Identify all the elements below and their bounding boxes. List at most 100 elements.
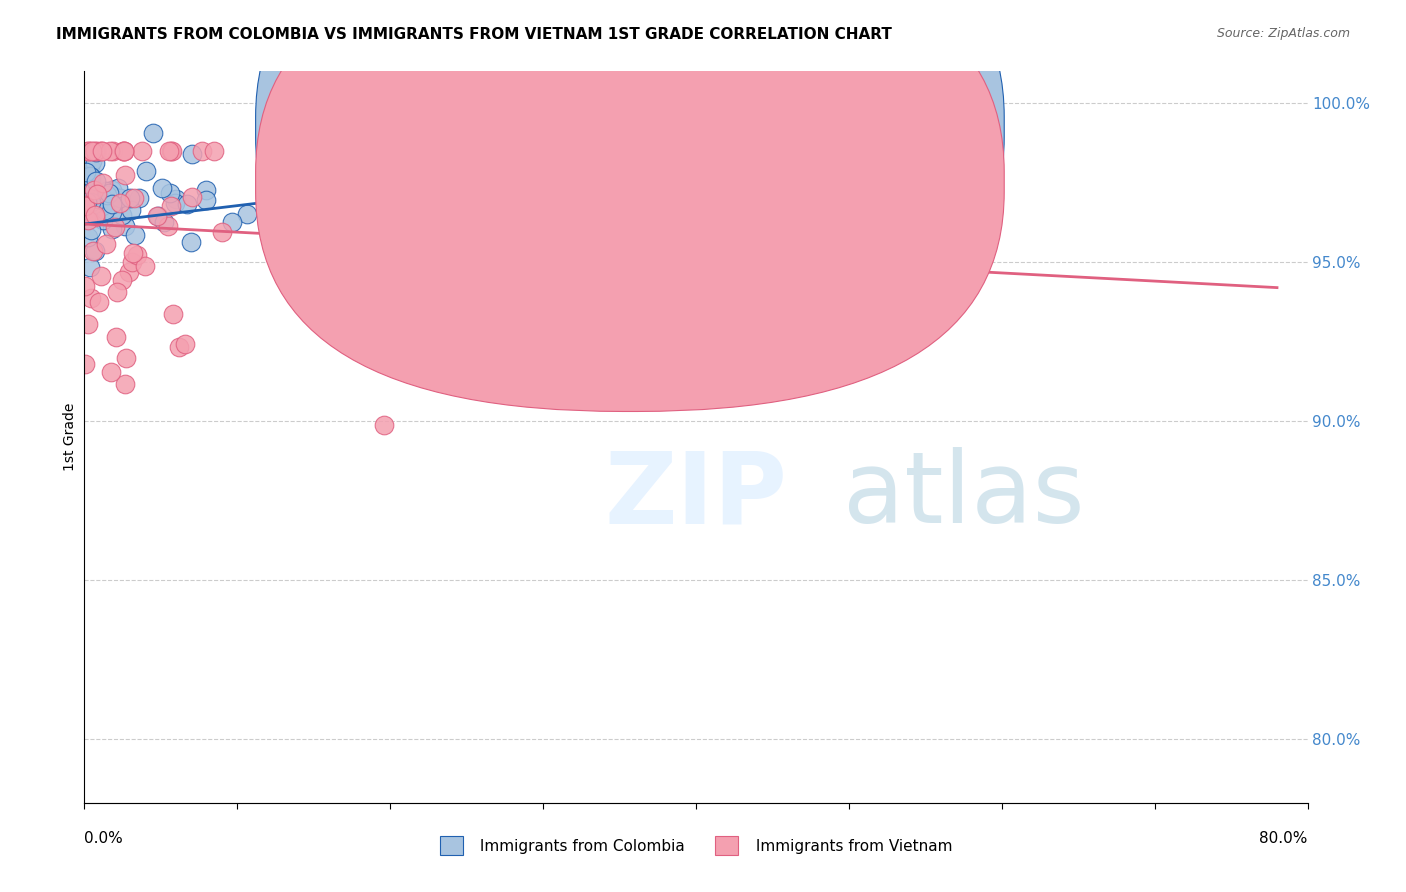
Point bbox=[86, 174, 108, 188]
Point bbox=[91, 213, 114, 227]
Point bbox=[98, 144, 121, 158]
Point bbox=[96, 184, 118, 198]
Point bbox=[153, 215, 176, 229]
Point bbox=[79, 195, 101, 210]
Point bbox=[914, 289, 936, 303]
Point bbox=[368, 152, 391, 166]
Point bbox=[73, 198, 96, 212]
Point bbox=[553, 371, 575, 385]
Point bbox=[87, 206, 110, 220]
Point bbox=[111, 208, 134, 222]
Point bbox=[191, 144, 214, 158]
Point bbox=[75, 195, 97, 210]
Point bbox=[83, 244, 105, 258]
Point bbox=[162, 307, 184, 321]
Point bbox=[322, 161, 344, 176]
Point bbox=[236, 207, 259, 221]
Point bbox=[678, 145, 700, 159]
Point bbox=[160, 144, 183, 158]
Point bbox=[105, 330, 128, 344]
Point bbox=[91, 199, 114, 213]
Text: R = -0.089   N = 74: R = -0.089 N = 74 bbox=[641, 174, 790, 188]
Point bbox=[315, 200, 337, 214]
Text: Source: ZipAtlas.com: Source: ZipAtlas.com bbox=[1216, 27, 1350, 40]
Point bbox=[75, 211, 97, 226]
FancyBboxPatch shape bbox=[605, 108, 972, 225]
Point bbox=[114, 376, 136, 391]
Point bbox=[134, 259, 156, 273]
Point bbox=[165, 192, 187, 206]
Point bbox=[76, 194, 98, 209]
Point bbox=[103, 144, 125, 158]
Point bbox=[84, 145, 107, 160]
Point bbox=[291, 144, 314, 158]
Point bbox=[84, 191, 107, 205]
Point bbox=[128, 191, 150, 205]
Point bbox=[101, 197, 124, 211]
Point bbox=[84, 144, 107, 158]
Point bbox=[621, 174, 644, 188]
Point bbox=[83, 197, 105, 211]
Point bbox=[176, 196, 198, 211]
Point bbox=[79, 173, 101, 187]
Point bbox=[160, 198, 183, 212]
Text: 80.0%: 80.0% bbox=[1260, 831, 1308, 846]
Point bbox=[73, 279, 96, 293]
Point bbox=[131, 144, 153, 158]
Point bbox=[96, 187, 118, 202]
Point bbox=[461, 167, 484, 181]
Point bbox=[87, 205, 110, 219]
Point bbox=[90, 190, 112, 204]
Point bbox=[583, 300, 606, 314]
Point bbox=[156, 219, 179, 233]
Point bbox=[146, 209, 169, 223]
Legend:  Immigrants from Colombia,  Immigrants from Vietnam: Immigrants from Colombia, Immigrants fro… bbox=[434, 830, 957, 861]
Point bbox=[101, 183, 124, 197]
Point bbox=[481, 109, 503, 123]
Point bbox=[121, 255, 143, 269]
Point bbox=[80, 291, 103, 305]
Point bbox=[125, 248, 148, 262]
Point bbox=[83, 183, 105, 197]
Point bbox=[142, 126, 165, 140]
Point bbox=[80, 153, 103, 168]
Point bbox=[531, 128, 554, 142]
Point bbox=[86, 186, 108, 201]
Point bbox=[73, 199, 96, 213]
Point bbox=[90, 144, 112, 158]
Point bbox=[108, 191, 131, 205]
Point bbox=[492, 245, 515, 260]
Point bbox=[75, 181, 97, 195]
Point bbox=[77, 144, 100, 158]
Point bbox=[84, 210, 107, 224]
Point bbox=[595, 343, 617, 357]
Point bbox=[100, 365, 122, 379]
Point bbox=[115, 351, 138, 365]
Point bbox=[112, 144, 135, 158]
Point bbox=[122, 246, 145, 260]
Point bbox=[75, 202, 97, 217]
Point bbox=[79, 169, 101, 183]
Point bbox=[118, 191, 141, 205]
Text: IMMIGRANTS FROM COLOMBIA VS IMMIGRANTS FROM VIETNAM 1ST GRADE CORRELATION CHART: IMMIGRANTS FROM COLOMBIA VS IMMIGRANTS F… bbox=[56, 27, 893, 42]
Point bbox=[77, 317, 100, 331]
Point bbox=[621, 194, 644, 208]
Point bbox=[91, 144, 114, 158]
Point bbox=[111, 273, 134, 287]
Point bbox=[124, 227, 146, 242]
Point bbox=[118, 265, 141, 279]
Point bbox=[96, 200, 118, 214]
Point bbox=[339, 246, 361, 260]
Point bbox=[114, 219, 136, 234]
Point bbox=[373, 417, 395, 432]
Point bbox=[387, 151, 409, 165]
Point bbox=[90, 268, 112, 283]
Point bbox=[103, 197, 125, 211]
Point bbox=[80, 144, 103, 158]
Point bbox=[145, 209, 167, 223]
Point bbox=[174, 336, 197, 351]
Point bbox=[221, 215, 243, 229]
Point bbox=[75, 358, 97, 372]
Point bbox=[160, 144, 183, 158]
Point bbox=[347, 144, 370, 158]
